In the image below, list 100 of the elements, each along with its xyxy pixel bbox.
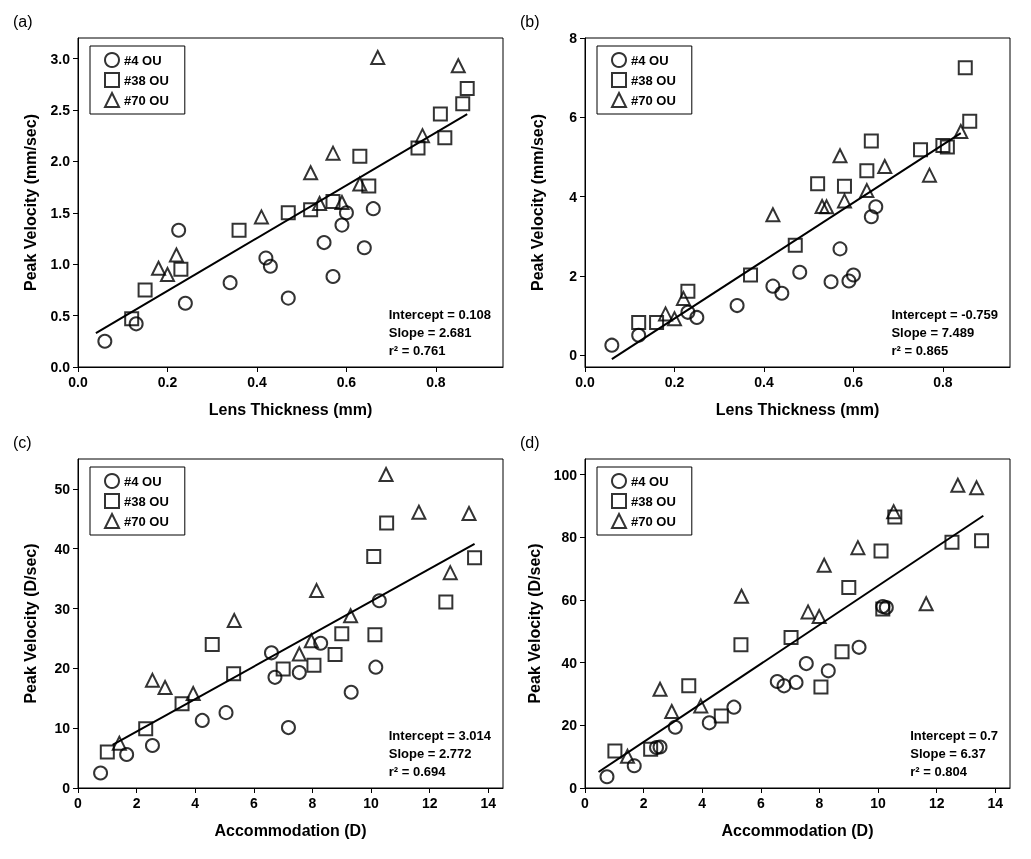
point xyxy=(414,128,430,144)
x-tick-label: 12 xyxy=(928,795,945,811)
point xyxy=(222,275,238,291)
point xyxy=(437,130,453,146)
point xyxy=(733,637,749,653)
point xyxy=(306,657,322,673)
point xyxy=(626,758,642,774)
y-axis-title: Peak Velocity (D/sec) xyxy=(526,543,544,704)
annotation: r² = 0.761 xyxy=(388,342,446,358)
point xyxy=(666,311,682,327)
x-tick-label: 14 xyxy=(987,795,1004,811)
point xyxy=(787,237,803,253)
point xyxy=(253,209,269,225)
annotation: r² = 0.694 xyxy=(388,763,447,779)
point xyxy=(863,133,879,149)
annotation: Slope = 7.489 xyxy=(891,324,975,340)
y-axis-title: Peak Velocity (mm/sec) xyxy=(21,114,39,291)
point xyxy=(459,80,475,96)
y-tick-label: 50 xyxy=(54,480,71,497)
y-tick-label: 4 xyxy=(569,188,578,205)
y-tick-label: 8 xyxy=(569,30,578,46)
y-axis-title: Peak Velocity (D/sec) xyxy=(21,543,39,704)
point xyxy=(819,199,835,215)
x-tick-label: 2 xyxy=(132,795,141,811)
point xyxy=(174,696,190,712)
annotation: r² = 0.865 xyxy=(891,342,949,358)
point xyxy=(280,290,296,306)
annotation: Slope = 2.772 xyxy=(388,745,472,761)
point xyxy=(769,673,785,689)
point xyxy=(701,715,717,731)
x-tick-label: 6 xyxy=(249,795,258,811)
point xyxy=(887,509,903,525)
point xyxy=(863,209,879,225)
chart-title: (a) xyxy=(13,12,33,30)
point xyxy=(185,685,201,701)
point xyxy=(218,705,234,721)
point xyxy=(776,678,792,694)
x-axis-title: Lens Thickness (mm) xyxy=(715,400,880,418)
point xyxy=(171,222,187,238)
point xyxy=(726,699,742,715)
point xyxy=(432,106,448,122)
point xyxy=(368,659,384,675)
y-tick-label: 1.5 xyxy=(50,204,71,221)
point xyxy=(119,747,135,762)
point xyxy=(343,608,359,624)
x-tick-label: 0.6 xyxy=(843,374,864,390)
x-tick-label: 0.4 xyxy=(247,374,267,390)
point xyxy=(774,285,790,301)
point xyxy=(969,480,985,496)
y-tick-label: 2 xyxy=(569,267,578,284)
legend-label: #38 OU xyxy=(124,72,169,88)
y-axis-title: Peak Velocity (mm/sec) xyxy=(528,114,546,291)
x-tick-label: 0.4 xyxy=(754,374,774,390)
y-tick-label: 60 xyxy=(561,592,578,608)
y-tick-label: 0 xyxy=(62,780,71,796)
annotation: Slope = 6.37 xyxy=(910,745,986,761)
point xyxy=(877,158,893,174)
annotation: Intercept = -0.759 xyxy=(891,306,998,322)
point xyxy=(367,627,383,643)
point xyxy=(157,680,173,696)
point xyxy=(461,505,477,521)
y-tick-label: 0.0 xyxy=(50,359,71,375)
point xyxy=(713,708,729,724)
x-tick-label: 8 xyxy=(815,795,824,811)
point xyxy=(313,635,329,651)
point xyxy=(957,60,973,76)
point xyxy=(334,195,350,210)
point xyxy=(327,647,343,663)
point xyxy=(681,678,697,694)
point xyxy=(939,139,955,155)
point xyxy=(371,593,387,609)
point xyxy=(675,290,691,306)
point xyxy=(226,613,242,629)
point xyxy=(921,167,937,183)
point xyxy=(361,178,377,194)
point xyxy=(303,165,319,181)
point xyxy=(886,504,902,520)
point xyxy=(442,565,458,581)
point xyxy=(859,163,875,179)
point xyxy=(137,282,153,298)
x-axis-title: Accommodation (D) xyxy=(721,821,874,839)
chart-title: (b) xyxy=(520,12,540,30)
point xyxy=(832,148,848,164)
point xyxy=(370,50,386,66)
point xyxy=(823,274,839,290)
point xyxy=(325,193,341,209)
chart-title: (c) xyxy=(13,433,32,451)
point xyxy=(851,639,867,655)
x-tick-label: 0.2 xyxy=(664,374,685,390)
point xyxy=(734,588,750,604)
point xyxy=(365,201,381,217)
x-axis-title: Accommodation (D) xyxy=(214,821,367,839)
point xyxy=(783,630,799,646)
point xyxy=(693,698,709,714)
y-tick-label: 40 xyxy=(54,540,71,557)
point xyxy=(231,222,247,238)
x-tick-label: 4 xyxy=(191,795,200,811)
x-tick-label: 0.6 xyxy=(336,374,357,390)
point xyxy=(820,663,836,679)
legend-label: #38 OU xyxy=(631,72,676,88)
